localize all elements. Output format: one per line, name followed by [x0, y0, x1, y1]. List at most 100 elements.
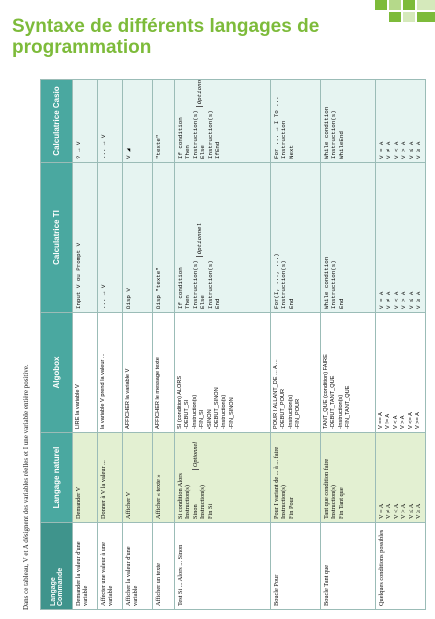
cell-wrap: If condition Then Instruction(s) Else Instru…	[177, 166, 221, 309]
code-cell: Input V ou Prompt V	[72, 162, 98, 313]
title: Syntaxe de différents langages de progra…	[12, 16, 320, 58]
code-cell: LIRE la variable V	[72, 312, 98, 433]
code-line: V = A	[378, 503, 385, 519]
cell-lines: Si condition Alors Instruction(s) Sinon Ins…	[177, 473, 214, 519]
decoration	[375, 0, 435, 22]
code-cell: Demander V	[72, 432, 98, 523]
code-line: Else	[199, 295, 207, 309]
code-line: SI (condition) ALORS	[177, 375, 183, 429]
cell-lines: LIRE la variable V	[75, 316, 82, 429]
code-line: -DEBUT_SINON	[214, 387, 221, 429]
code-line: V < A	[392, 415, 399, 429]
code-line: V ≤ A	[407, 503, 415, 519]
code-line: TANT_QUE (condition) FAIRE	[323, 354, 329, 429]
code-line: V != A	[385, 413, 392, 429]
code-cell: Disp V	[122, 162, 153, 313]
code-line: V > A	[400, 291, 408, 309]
cell-lines: TANT_QUE (condition) FAIRE -DEBUT_TANT_QU…	[323, 316, 353, 429]
code-line: Fin Tant que	[337, 487, 345, 519]
cell-lines: AFFICHER la variable V	[125, 316, 132, 429]
cell-lines: For ... → I To ... Instruction Next	[273, 83, 295, 159]
code-line: V ◢	[125, 148, 132, 159]
cell-lines: Input V ou Prompt V	[75, 166, 82, 309]
code-line: While condition	[323, 106, 330, 159]
code-line: Instruction(s)	[280, 485, 288, 519]
code-line: Afficher V	[125, 491, 132, 519]
cell-wrap: If condition Then Instruction(s) Else Inst…	[177, 79, 221, 159]
code-line: Si condition Alors	[177, 473, 184, 519]
note: Dans ce tableau, V et A désignent des va…	[22, 364, 30, 610]
code-cell: For(I, ..., ...) Instruction(s) End	[270, 162, 321, 313]
command-cell: Afficher la valeur d'une variable	[122, 522, 153, 610]
code-line: V > A	[400, 503, 408, 519]
code-line: V ≠ A	[385, 503, 393, 519]
cell-lines: POUR I ALLANT_DE ... A ... -DEBUT_POUR -In…	[273, 316, 303, 429]
code-line: Disp V	[125, 288, 132, 309]
table-row: Afficher un texte Afficher « texte » AFFIC…	[152, 79, 175, 610]
code-line: Then	[184, 295, 192, 309]
code-line: ... → V	[100, 284, 107, 309]
code-line: Instruction(s)	[330, 110, 338, 159]
code-line: ? → V	[75, 141, 82, 159]
code-cell: "texte"	[152, 79, 175, 163]
code-line: For(I, ..., ...)	[273, 253, 280, 309]
code-line: Instruction(s)	[199, 485, 207, 519]
code-line: V ≥ A	[415, 503, 423, 519]
code-line: V ≠ A	[385, 141, 393, 159]
code-line: End	[337, 298, 345, 309]
cell-lines: ... → V	[100, 166, 107, 309]
code-cell: Tant que condition faire Instruction(s) Fi…	[320, 432, 376, 523]
code-line: V = A	[378, 141, 385, 159]
code-line: LIRE la variable V	[75, 384, 81, 429]
cell-lines: SI (condition) ALORS -DEBUT_SI -Instructio…	[177, 316, 236, 429]
optional-label: Optionnel	[195, 222, 203, 258]
cell-lines: While condition Instruction(s) WhileEnd	[323, 83, 345, 159]
code-line: ... → V	[100, 134, 107, 159]
column-header: Calculatrice Casio	[40, 79, 73, 163]
code-cell: Disp "texte"	[152, 162, 175, 313]
cell-lines: Demander V	[75, 436, 82, 519]
code-line: -Instruction(s)	[287, 394, 294, 429]
code-line: Input V ou Prompt V	[75, 242, 82, 309]
table-row: Test Si ... Alors ... Sinon Si condition …	[174, 79, 271, 610]
cell-lines: Disp V	[125, 166, 132, 309]
code-line: For ... → I To ...	[273, 96, 280, 159]
code-line: End	[287, 298, 295, 309]
command-cell: Afficher un texte	[152, 522, 175, 610]
cell-lines: Tant que condition faire Instruction(s) Fi…	[323, 436, 345, 519]
code-line: V <= A	[407, 412, 414, 429]
table-row: Boucle Pour Pour I variant de ... à ... f…	[270, 79, 321, 610]
table-wrap: Langage Commande Langage naturel Algobox Cal…	[40, 79, 426, 610]
code-line: V > A	[400, 141, 408, 159]
code-line: POUR I ALLANT_DE ... A ...	[273, 359, 279, 429]
code-line: -DEBUT_TANT_QUE	[330, 375, 337, 429]
code-line: Pour I variant de ... à ... faire	[273, 446, 280, 519]
code-line: AFFICHER le message texte	[155, 357, 161, 429]
command-cell: Affecter une valeur à une variable	[97, 522, 123, 610]
code-line: •SINON	[206, 409, 213, 429]
command-cell: Quelques conditions possibles	[375, 522, 426, 610]
code-cell: ... → V	[97, 79, 123, 163]
code-line: Demander V	[75, 486, 82, 519]
code-line: Afficher « texte »	[155, 474, 162, 519]
code-cell: Donner à V la valeur ...	[97, 432, 123, 523]
optional-label: Optionnel	[191, 441, 200, 471]
code-line: V ≤ A	[407, 141, 415, 159]
code-line: Instruction(s)	[191, 260, 199, 309]
code-cell: SI (condition) ALORS -DEBUT_SI -Instructio…	[174, 312, 271, 433]
column-header: Langage naturel	[40, 432, 73, 523]
code-line: V == A	[378, 412, 384, 429]
code-cell: V ◢	[122, 79, 153, 163]
cell-lines: ... → V	[100, 83, 107, 159]
code-cell: While condition Instruction(s) End	[320, 162, 376, 313]
cell-lines: While condition Instruction(s) End	[323, 166, 345, 309]
code-line: V < A	[392, 291, 400, 309]
